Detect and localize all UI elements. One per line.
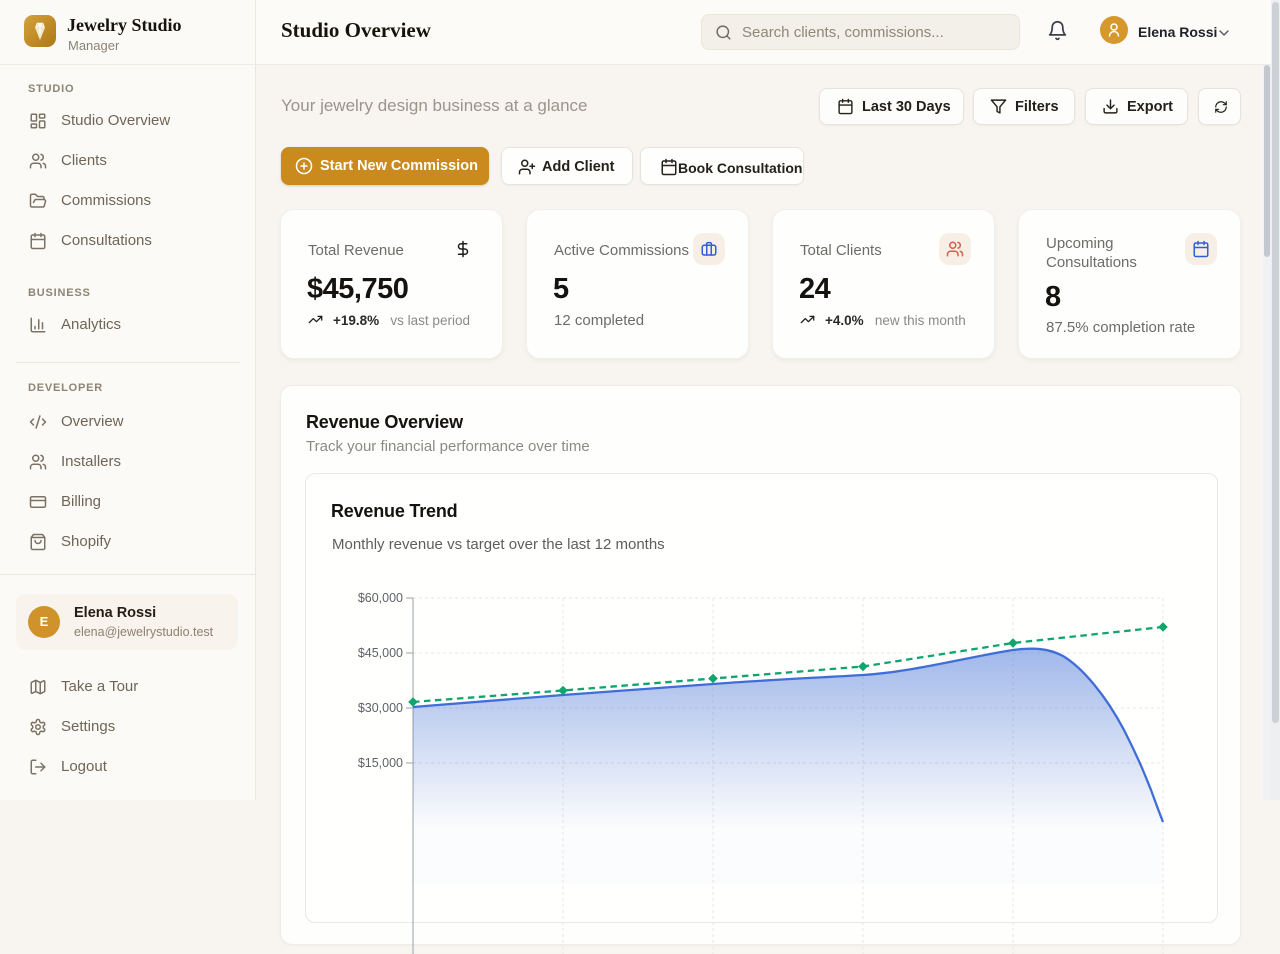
- svg-text:$60,000: $60,000: [358, 591, 403, 605]
- svg-text:$30,000: $30,000: [358, 701, 403, 715]
- svg-text:$45,000: $45,000: [358, 646, 403, 660]
- svg-text:$15,000: $15,000: [358, 756, 403, 770]
